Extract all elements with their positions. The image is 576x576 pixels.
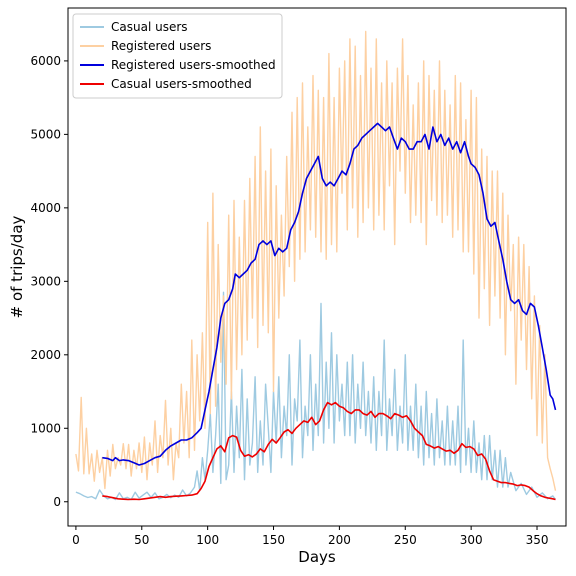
y-tick-label: 2000 xyxy=(30,348,61,362)
y-axis: 0 1000 2000 3000 4000 5000 6000 xyxy=(30,54,68,509)
legend-label-casual-smoothed: Casual users-smoothed xyxy=(111,77,252,91)
y-axis-title: # of trips/day xyxy=(8,216,26,319)
x-axis-title: Days xyxy=(298,548,336,566)
legend-label-casual: Casual users xyxy=(111,20,188,34)
x-tick-label: 350 xyxy=(526,533,549,547)
series-line-registered-users xyxy=(75,30,557,491)
series-line-registered-users-smoothed xyxy=(102,122,557,466)
y-tick-label: 0 xyxy=(53,495,61,509)
legend-label-registered: Registered users xyxy=(111,39,211,53)
y-tick-label: 6000 xyxy=(30,54,61,68)
y-tick-label: 1000 xyxy=(30,421,61,435)
series-line-casual-users-smoothed xyxy=(102,401,556,501)
series-layer xyxy=(75,30,557,501)
x-tick-label: 200 xyxy=(328,533,351,547)
x-tick-label: 250 xyxy=(394,533,417,547)
y-tick-label: 5000 xyxy=(30,127,61,141)
legend-box xyxy=(72,13,283,99)
x-tick-label: 300 xyxy=(460,533,483,547)
legend: Casual users Registered users Registered… xyxy=(72,13,283,99)
x-axis: 0 50 100 150 200 250 300 350 xyxy=(72,526,548,547)
x-tick-label: 0 xyxy=(72,533,80,547)
legend-label-registered-smoothed: Registered users-smoothed xyxy=(111,58,276,72)
x-tick-label: 50 xyxy=(134,533,149,547)
series-line-casual-users xyxy=(75,291,557,501)
x-tick-label: 150 xyxy=(262,533,285,547)
y-tick-label: 4000 xyxy=(30,201,61,215)
x-tick-label: 100 xyxy=(196,533,219,547)
y-tick-label: 3000 xyxy=(30,274,61,288)
